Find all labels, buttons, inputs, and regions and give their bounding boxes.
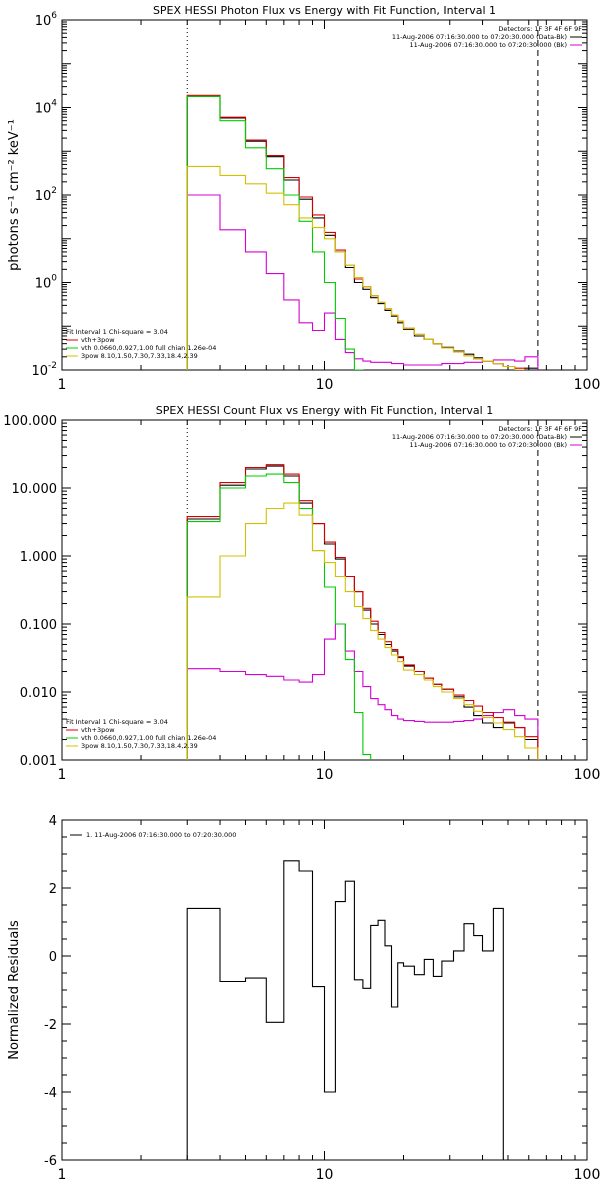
header-line: 11-Aug-2006 07:16:30.000 to 07:20:30.000… (410, 41, 567, 49)
series-3pow (186, 502, 539, 760)
header-line: 11-Aug-2006 07:16:30.000 to 07:20:30.000… (392, 433, 567, 441)
legend-item: vth 0.0660,0.927,1.00 full chian 1.26e-0… (81, 734, 216, 742)
y-tick-label: 10.000 (12, 482, 58, 497)
y-tick-exponent: 6 (51, 11, 57, 21)
x-tick-label: 100 (574, 1167, 600, 1183)
x-tick-label: 100 (574, 377, 600, 393)
x-tick-label: 1 (58, 377, 67, 393)
legend: Fit Interval 1 Chi-square = 3.04vth+3pow… (66, 718, 216, 750)
x-tick-label: 10 (316, 767, 334, 783)
series-data-bk (186, 95, 539, 370)
detectors-label: Detectors: 1F 3F 4F 6F 9F (498, 25, 582, 33)
y-tick-exponent: 4 (51, 99, 57, 109)
legend-item: 1. 11-Aug-2006 07:16:30.000 to 07:20:30.… (86, 831, 236, 839)
x-axis: 1 10 100 (58, 420, 600, 783)
series-bk (186, 194, 539, 370)
y-tick-label: 102 (35, 186, 57, 204)
y-tick-label: -6 (44, 1154, 57, 1169)
plot-frame (61, 19, 588, 371)
y-tick-label: 1.000 (20, 550, 57, 565)
y-tick-label: 100.000 (3, 414, 57, 429)
series-vth (186, 95, 364, 370)
legend-title: Fit Interval 1 Chi-square = 3.04 (66, 718, 168, 726)
legend-title: Fit Interval 1 Chi-square = 3.04 (66, 328, 168, 336)
y-tick-exponent: 0 (51, 274, 57, 284)
chart-title: SPEX HESSI Count Flux vs Energy with Fit… (156, 404, 493, 417)
series-vth-3pow (186, 464, 539, 760)
y-tick-label: 0 (49, 950, 57, 965)
y-tick-label: 104 (35, 99, 58, 117)
y-tick-label: -2 (44, 1018, 57, 1033)
legend-item: 3pow 8.10,1.50,7.30,7.33,18.4,2.39 (81, 352, 198, 360)
legend: Fit Interval 1 Chi-square = 3.04vth+3pow… (66, 328, 216, 360)
y-tick-label: 0.010 (20, 686, 57, 701)
chart-3: 1 10 100 4 2 0 -2 -4 -6 Normalized Residuals 1. 11… (7, 814, 600, 1183)
series-vth-3pow (186, 94, 526, 370)
y-tick-label: 0.100 (20, 618, 57, 633)
header-line: 11-Aug-2006 07:16:30.000 to 07:20:30.000… (392, 33, 567, 41)
header-line: 11-Aug-2006 07:16:30.000 to 07:20:30.000… (410, 441, 567, 449)
y-tick-label: 10-2 (31, 361, 57, 379)
series-group (186, 464, 539, 760)
chart-title: SPEX HESSI Photon Flux vs Energy with Fi… (153, 4, 496, 17)
y-axis: 0.001 0.010 0.100 1.000 10.000 100.000 (3, 414, 587, 769)
detectors-label: Detectors: 1F 3F 4F 6F 9F (498, 425, 582, 433)
y-tick-label: 0.001 (20, 754, 57, 769)
legend-item: vth+3pow (81, 336, 115, 344)
y-tick-mantissa: 10 (35, 102, 52, 117)
y-tick-label: 100 (35, 274, 58, 292)
y-tick-label: 2 (49, 882, 57, 897)
y-tick-mantissa: 10 (35, 14, 52, 29)
y-tick-label: 4 (49, 814, 57, 829)
y-axis-label: Normalized Residuals (7, 920, 22, 1060)
series-group (186, 860, 504, 1160)
x-tick-label: 1 (58, 1167, 67, 1183)
plot-frame (61, 819, 588, 1161)
series-3pow (186, 165, 526, 370)
legend-item: vth 0.0660,0.927,1.00 full chian 1.26e-0… (81, 344, 216, 352)
series-vth (186, 473, 372, 760)
series-group (186, 94, 539, 370)
x-tick-label: 1 (58, 767, 67, 783)
y-axis: 4 2 0 -2 -4 -6 (44, 814, 587, 1169)
y-tick-exponent: 2 (51, 186, 57, 196)
legend: 1. 11-Aug-2006 07:16:30.000 to 07:20:30.… (70, 831, 236, 839)
y-tick-mantissa: 10 (31, 364, 48, 379)
series-data-bk (186, 465, 539, 760)
series-residual (186, 860, 504, 1160)
y-tick-exponent: -2 (48, 361, 57, 371)
legend-item: vth+3pow (81, 726, 115, 734)
y-tick-mantissa: 10 (35, 189, 52, 204)
plot-frame (61, 419, 588, 761)
y-tick-label: -4 (44, 1086, 57, 1101)
series-bk (186, 623, 539, 760)
x-axis: 1 10 100 (58, 820, 600, 1183)
y-axis-label: photons s⁻¹ cm⁻² keV⁻¹ (7, 119, 22, 271)
x-axis: 1 10 100 (58, 20, 600, 393)
chart-1: SPEX HESSI Photon Flux vs Energy with Fi… (7, 4, 600, 393)
x-tick-label: 10 (316, 377, 334, 393)
chart-2: SPEX HESSI Count Flux vs Energy with Fit… (3, 404, 600, 783)
y-tick-mantissa: 10 (35, 277, 52, 292)
x-tick-label: 100 (574, 767, 600, 783)
legend-item: 3pow 8.10,1.50,7.30,7.33,18.4,2.39 (81, 742, 198, 750)
y-tick-label: 106 (35, 11, 58, 29)
x-tick-label: 10 (316, 1167, 334, 1183)
